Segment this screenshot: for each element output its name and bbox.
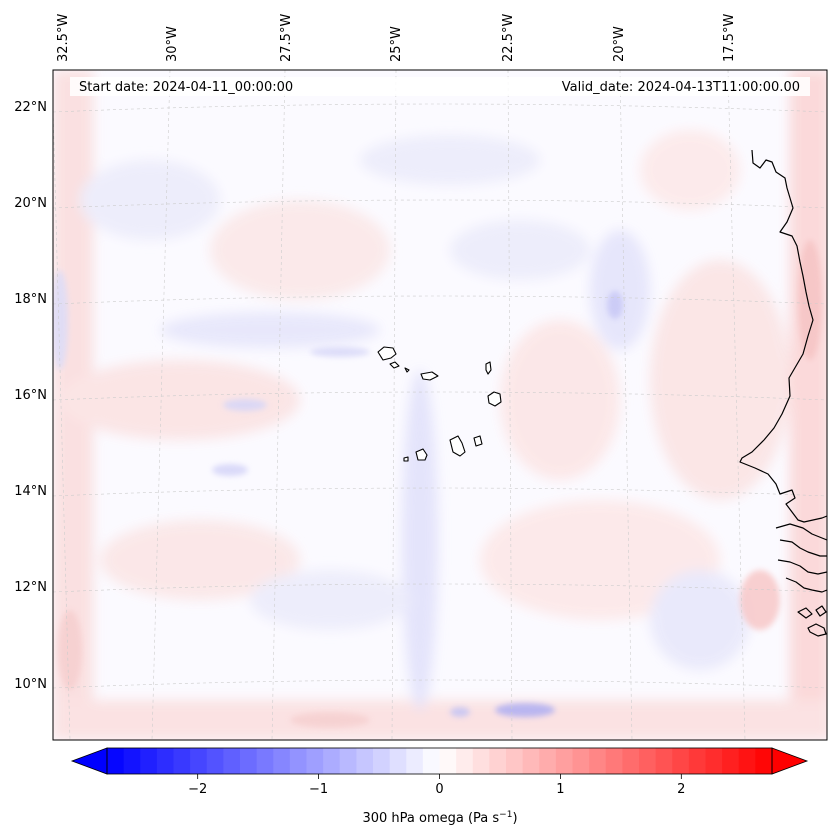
graticule: [53, 70, 827, 740]
colorbar-segment: [406, 748, 424, 774]
lon-label: 22.5°W: [501, 14, 516, 62]
colorbar-segment: [190, 748, 208, 774]
longitude-labels: 32.5°W 30°W 27.5°W 25°W 22.5°W 20°W 17.5…: [56, 14, 737, 62]
lat-label: 18°N: [14, 292, 47, 307]
colorbar-segment: [639, 748, 657, 774]
colorbar-segment: [589, 748, 607, 774]
latitude-labels: 22°N 20°N 18°N 16°N 14°N 12°N 10°N: [14, 100, 47, 692]
colorbar-segment: [107, 748, 125, 774]
colorbar-segment: [223, 748, 241, 774]
map-frame: [52, 69, 828, 741]
colorbar-segment: [356, 748, 374, 774]
colorbar-segment: [439, 748, 457, 774]
colorbar-segment: [289, 748, 308, 774]
colorbar-segment: [240, 748, 258, 774]
colorbar-segment: [422, 748, 441, 774]
lat-label: 12°N: [14, 580, 47, 595]
colorbar-segment: [306, 748, 324, 774]
lat-label: 14°N: [14, 484, 47, 499]
lon-label: 20°W: [612, 26, 627, 62]
lon-label: 27.5°W: [279, 14, 294, 62]
colorbar-tick-label: −2: [188, 782, 207, 797]
colorbar-segment: [173, 748, 191, 774]
lon-label: 32.5°W: [56, 14, 71, 62]
colorbar-segment: [522, 748, 540, 774]
header-bar: [70, 77, 810, 96]
start-date-label: Start date: 2024-04-11_00:00:00: [79, 80, 293, 95]
cape-verde-islands: [377, 346, 502, 462]
colorbar-tick-label: −1: [309, 782, 328, 797]
colorbar-segment: [672, 748, 690, 774]
colorbar-segment: [572, 748, 590, 774]
colorbar-segment: [655, 748, 673, 774]
colorbar-extend-min: [70, 747, 108, 775]
colorbar-label-suffix: ): [512, 811, 517, 826]
colorbar-segment: [389, 748, 407, 774]
colorbar-segment: [722, 748, 740, 774]
colorbar-segment: [156, 748, 175, 774]
map-panel: Start date: 2024-04-11_00:00:00 Valid_da…: [14, 14, 828, 741]
colorbar-segment: [489, 748, 507, 774]
colorbar-tick-label: 0: [435, 782, 443, 797]
lat-label: 10°N: [14, 677, 47, 692]
colorbar-label: 300 hPa omega (Pa s−1): [362, 810, 517, 826]
colorbar-tick-label: 1: [556, 782, 564, 797]
colorbar-label-prefix: 300 hPa omega (Pa s: [362, 811, 499, 826]
colorbar-segment: [755, 748, 773, 774]
colorbar-ticks: −2 −1 0 1 2: [188, 774, 685, 797]
colorbar-segment: [539, 748, 557, 774]
valid-date-label: Valid_date: 2024-04-13T11:00:00.00: [562, 80, 800, 95]
colorbar-segment: [555, 748, 574, 774]
colorbar-segment: [256, 748, 274, 774]
colorbar-segment: [605, 748, 623, 774]
colorbar-tick-label: 2: [677, 782, 685, 797]
omega-field: [53, 70, 827, 740]
colorbar-segment: [123, 748, 141, 774]
lat-label: 16°N: [14, 388, 47, 403]
colorbar-segment: [622, 748, 640, 774]
colorbar-segment: [456, 748, 474, 774]
colorbar-segment: [373, 748, 391, 774]
colorbar-segment: [273, 748, 291, 774]
lat-label: 22°N: [14, 100, 47, 115]
africa-coastline: [739, 149, 827, 523]
colorbar-segment: [506, 748, 524, 774]
colorbar-segment: [688, 748, 707, 774]
colorbar-segments: [107, 748, 773, 774]
colorbar-segment: [206, 748, 224, 774]
lat-label: 20°N: [14, 196, 47, 211]
colorbar-segment: [339, 748, 357, 774]
colorbar-segment: [472, 748, 490, 774]
coastline: [739, 149, 827, 637]
colorbar-segment: [738, 748, 756, 774]
colorbar: −2 −1 0 1 2 300 hPa omega (Pa s−1): [70, 747, 809, 826]
colorbar-segment: [705, 748, 723, 774]
colorbar-segment: [323, 748, 341, 774]
colorbar-segment: [140, 748, 158, 774]
lon-label: 30°W: [165, 26, 180, 62]
colorbar-extend-max: [771, 747, 809, 775]
lon-label: 25°W: [389, 26, 404, 62]
lon-label: 17.5°W: [722, 14, 737, 62]
colorbar-label-exponent: −1: [499, 810, 512, 820]
